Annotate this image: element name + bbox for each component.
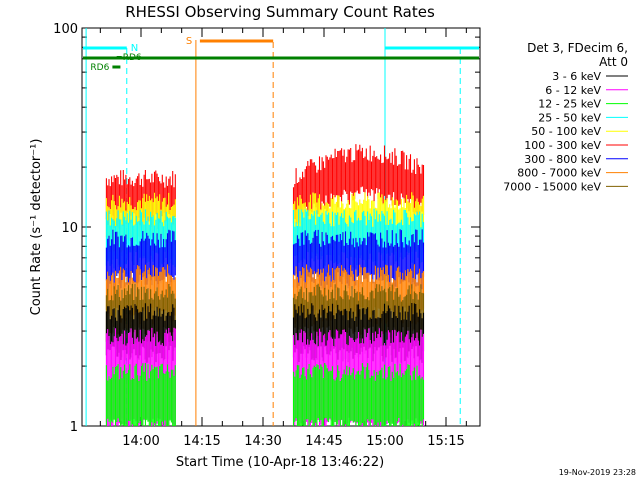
x-tick-label: 14:45 — [305, 434, 342, 449]
footer-timestamp: 19-Nov-2019 23:28 — [559, 468, 636, 477]
legend-header-1: Det 3, FDecim 6, — [527, 41, 628, 55]
legend-entry-label: 6 - 12 keV — [545, 84, 601, 97]
y-tick-label: 100 — [53, 22, 78, 37]
legend-entry-label: 3 - 6 keV — [552, 70, 601, 83]
night-label: N — [131, 43, 138, 54]
chart-title: RHESSI Observing Summary Count Rates — [125, 3, 435, 21]
legend-entry-label: 7000 - 15000 keV — [503, 180, 601, 193]
data-traces — [105, 144, 425, 426]
y-tick-label: 1 — [70, 420, 78, 435]
x-tick-label: 14:00 — [122, 434, 159, 449]
legend-entry-label: 25 - 50 keV — [538, 111, 601, 124]
rd-label: RD6 — [90, 63, 109, 73]
x-tick-label: 15:15 — [427, 434, 464, 449]
x-tick-label: 14:15 — [183, 434, 220, 449]
series-trace — [105, 363, 176, 426]
legend-entry-label: 50 - 100 keV — [531, 125, 601, 138]
y-tick-label: 10 — [61, 221, 78, 236]
annotations: N S RD6 RD6 — [83, 36, 479, 73]
series-trace — [292, 363, 425, 426]
legend-entry-label: 300 - 800 keV — [524, 153, 601, 166]
legend-entry-label: 12 - 25 keV — [538, 98, 601, 111]
legend-entry-label: 800 - 7000 keV — [517, 167, 601, 180]
legend-entry-label: 100 - 300 keV — [524, 139, 601, 152]
x-axis-label: Start Time (10-Apr-18 13:46:22) — [176, 455, 384, 470]
x-tick-label: 14:30 — [244, 434, 281, 449]
series-trace — [292, 229, 425, 290]
legend-header-2: Att 0 — [599, 55, 628, 69]
rd-label: RD6 — [123, 53, 142, 63]
x-axis-ticks: 14:00 14:15 14:30 14:45 15:00 15:15 — [99, 28, 467, 449]
series-trace — [105, 229, 176, 290]
saa-label: S — [186, 36, 192, 47]
y-axis-label: Count Rate (s⁻¹ detector⁻¹) — [29, 139, 44, 316]
x-tick-label: 15:00 — [366, 434, 403, 449]
